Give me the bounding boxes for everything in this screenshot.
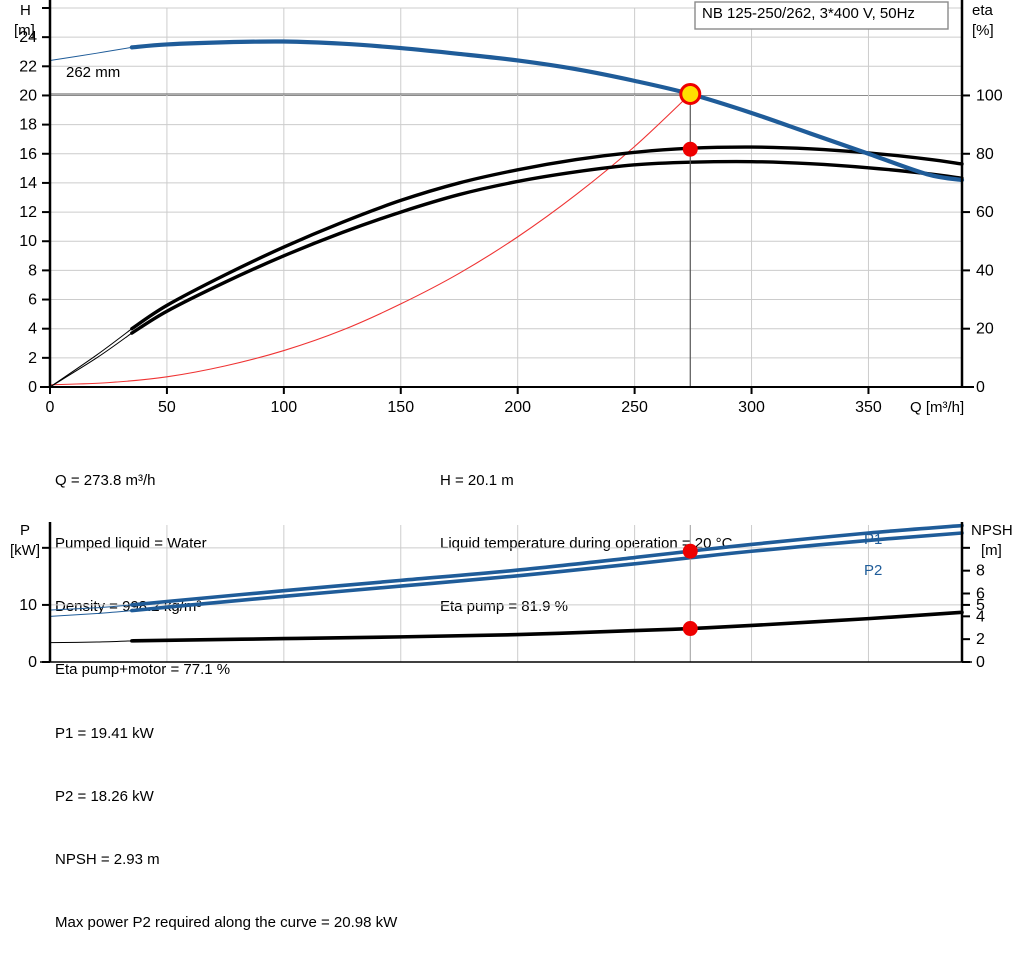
model-box-label: NB 125-250/262, 3*400 V, 50Hz: [702, 5, 915, 22]
axis-tick-label-h: 16: [19, 146, 37, 163]
info-bottom-p2: P2 = 18.26 kW: [55, 788, 154, 805]
eta-duty-marker: [682, 141, 698, 157]
curves: [49, 39, 965, 388]
axis-unit-eta: [%]: [972, 22, 994, 39]
axis-tick-label-h: 2: [28, 350, 37, 367]
axis-tick-label-q: 250: [621, 399, 648, 416]
model-label-box: [694, 1, 949, 30]
info-bottom-maxpower: Max power P2 required along the curve = …: [55, 914, 398, 931]
axis-unit-p: [kW]: [10, 542, 40, 559]
axis-unit-npsh: [m]: [981, 542, 1002, 559]
axis-tick-label-p: 0: [28, 654, 37, 671]
axis-unit-h: [m]: [14, 22, 35, 39]
axis-tick-label-h: 0: [28, 379, 37, 396]
axis-tick-label-h: 14: [19, 175, 37, 192]
npsh-duty-marker: [682, 621, 698, 637]
axis-tick-label-npsh: 5: [976, 597, 985, 614]
eta-pump-curve: [130, 145, 964, 331]
npsh-curve: [130, 610, 964, 643]
axis-title-eta: eta: [972, 2, 993, 19]
axis-tick-label-h: 10: [19, 233, 37, 250]
axis-tick-label-eta: 40: [976, 262, 994, 279]
info-right-h: H = 20.1 m: [440, 472, 514, 489]
info-left-q: Q = 273.8 m³/h: [55, 472, 156, 489]
axis-tick-label-q: 300: [738, 399, 765, 416]
axis-tick-label-eta: 20: [976, 321, 994, 338]
axis-tick-label-npsh: 2: [976, 631, 985, 648]
axis-tick-label-q: 200: [504, 399, 531, 416]
axis-tick-label-q: 0: [46, 399, 55, 416]
p1-curve-extrapolated: [49, 604, 132, 611]
axes: 0 10 0 2 456 8: [19, 522, 985, 671]
power-npsh-chart: 0 10 0 2 456 8: [19, 522, 985, 671]
axis-title-h: H: [20, 2, 31, 19]
axis-tick-label-npsh: 4: [976, 608, 985, 625]
axis-tick-label-eta: 100: [976, 87, 1003, 104]
curves: [49, 523, 964, 644]
power-duty-marker: [682, 543, 698, 559]
eta-pump-motor-curve: [130, 159, 964, 335]
axis-tick-label-npsh: 6: [976, 586, 985, 603]
axis-tick-label-p: 10: [19, 597, 37, 614]
npsh-curve-extrapolated: [49, 640, 132, 644]
axis-tick-label-h: 4: [28, 321, 37, 338]
axis-tick-label-npsh: 8: [976, 563, 985, 580]
duty-point-marker: [679, 83, 702, 106]
axis-label-q-top: Q [m³/h]: [910, 399, 965, 416]
axis-tick-label-npsh: 0: [976, 654, 985, 671]
axis-tick-label-eta: 0: [976, 379, 985, 396]
eta-curve-extrapolated: [49, 332, 133, 388]
axis-tick-label-h: 12: [19, 204, 37, 221]
axis-tick-label-q: 100: [270, 399, 297, 416]
axis-tick-label-q: 350: [855, 399, 882, 416]
eta-curve-extrapolated: [49, 328, 133, 388]
p2-curve: [130, 531, 964, 613]
head-curve-extrapolated: [49, 46, 132, 61]
axis-tick-label-q: 150: [387, 399, 414, 416]
pump-curve-page: 0 2 4 6 8 10 12 14 16 18 20 22 24 0 20 40 60 80 100 0 50 100 1…: [10, 0, 1013, 931]
p2-curve-extrapolated: [49, 610, 132, 617]
series-label-p1: P1: [864, 531, 883, 548]
axis-tick-label-h: 22: [19, 58, 37, 75]
axis-tick-label-eta: 60: [976, 204, 994, 221]
impeller-size-label: 262 mm: [66, 64, 121, 81]
info-right-eta-pump: Eta pump = 81.9 %: [440, 598, 568, 615]
axis-tick-label-eta: 80: [976, 146, 994, 163]
grid-lines: [50, 7, 962, 388]
p1-curve: [130, 523, 964, 607]
axis-tick-label-h: 18: [19, 117, 37, 134]
info-bottom-npsh: NPSH = 2.93 m: [55, 851, 160, 868]
info-left-eta-pump-motor: Eta pump+motor = 77.1 %: [55, 661, 231, 678]
info-block-bottom: P1 = 19.41 kW P2 = 18.26 kW NPSH = 2.93 …: [55, 681, 397, 975]
head-curve: [129, 39, 965, 183]
axis-tick-label-h: 8: [28, 262, 37, 279]
axis-title-p: P: [20, 522, 31, 539]
axis-tick-label-q: 50: [158, 399, 176, 416]
series-label-p2: P2: [864, 562, 883, 579]
axis-tick-label-h: 24: [19, 29, 37, 46]
info-bottom-p1: P1 = 19.41 kW: [55, 725, 154, 742]
axis-title-npsh: NPSH: [971, 522, 1013, 539]
axis-tick-label-h: 6: [28, 292, 37, 309]
axis-tick-label-h: 20: [19, 87, 37, 104]
system-curve: [49, 93, 691, 386]
